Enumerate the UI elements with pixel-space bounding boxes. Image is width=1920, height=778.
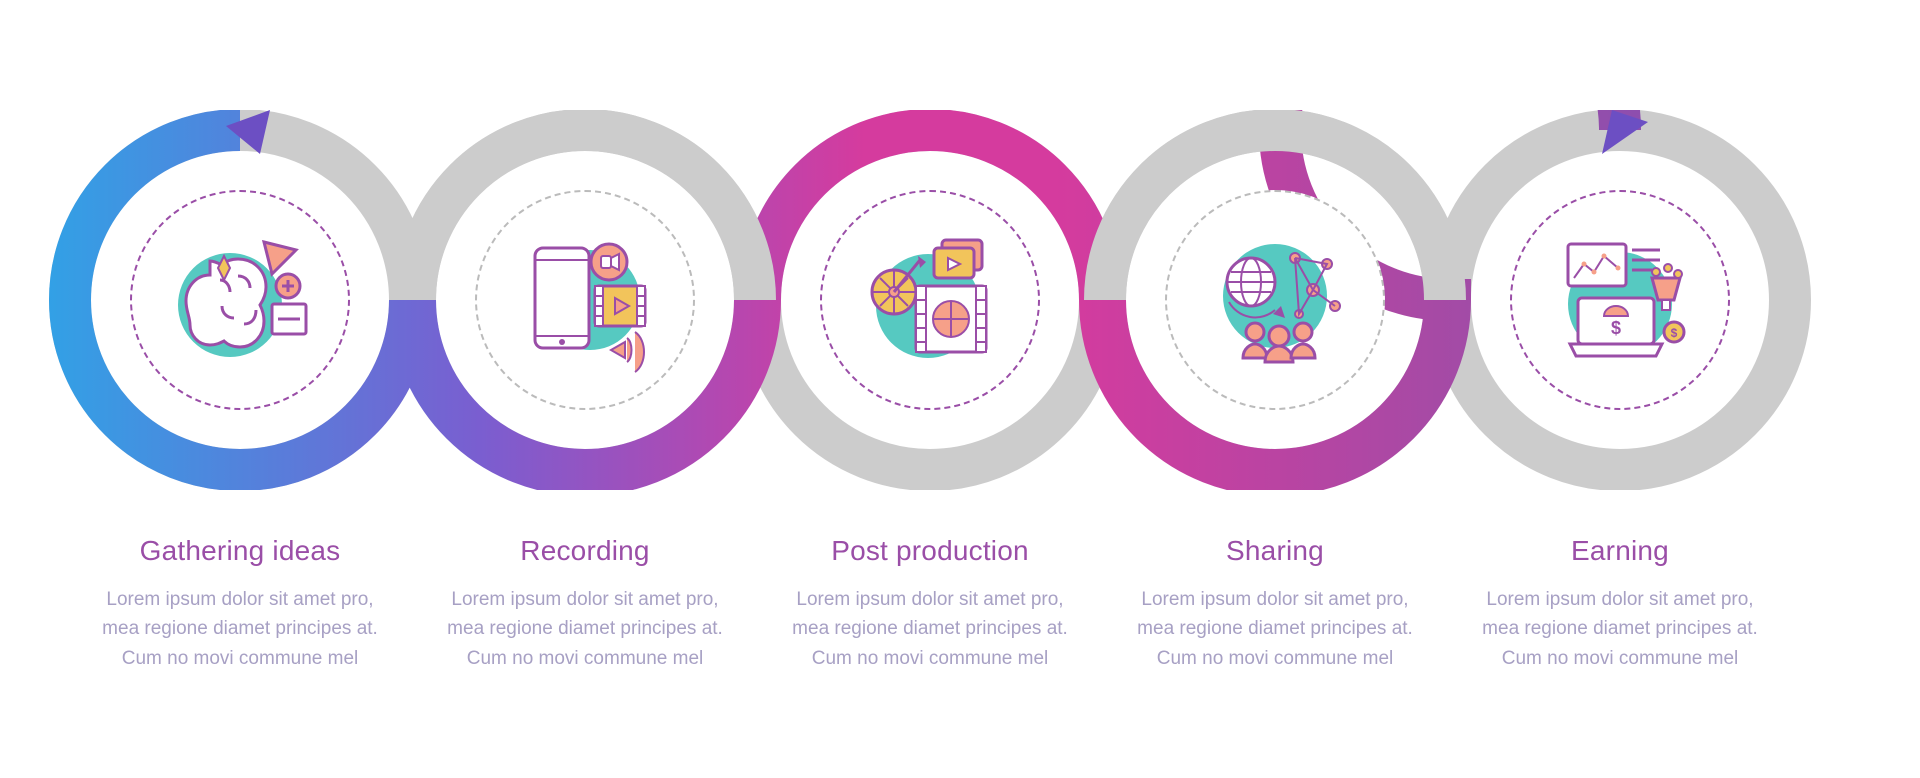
step-body: Lorem ipsum dolor sit amet pro, mea regi…	[425, 585, 745, 673]
step-body: Lorem ipsum dolor sit amet pro, mea regi…	[80, 585, 400, 673]
brain-icon	[160, 220, 320, 380]
icon-dashed-border	[130, 190, 350, 410]
step-body: Lorem ipsum dolor sit amet pro, mea regi…	[1460, 585, 1780, 673]
phone-video-icon	[505, 220, 665, 380]
icon-ring	[1135, 160, 1415, 440]
icon-ring	[445, 160, 725, 440]
step-body: Lorem ipsum dolor sit amet pro, mea regi…	[1115, 585, 1435, 673]
step-title: Earning	[1460, 535, 1780, 567]
icon-dashed-border: $ $	[1510, 190, 1730, 410]
film-edit-icon	[850, 220, 1010, 380]
globe-network-icon	[1195, 220, 1355, 380]
step-title: Gathering ideas	[80, 535, 400, 567]
step-title: Recording	[425, 535, 745, 567]
icon-ring	[790, 160, 1070, 440]
step-body: Lorem ipsum dolor sit amet pro, mea regi…	[770, 585, 1090, 673]
infographic-canvas: Gathering ideas Lorem ipsum dolor sit am…	[0, 0, 1920, 778]
svg-text:$: $	[1671, 326, 1678, 340]
icon-dashed-border	[475, 190, 695, 410]
step-title: Post production	[770, 535, 1090, 567]
icon-dashed-border	[820, 190, 1040, 410]
step-title: Sharing	[1115, 535, 1435, 567]
laptop-money-icon: $ $	[1540, 220, 1700, 380]
icon-ring	[100, 160, 380, 440]
svg-text:$: $	[1611, 318, 1621, 338]
icon-dashed-border	[1165, 190, 1385, 410]
icon-ring: $ $	[1480, 160, 1760, 440]
